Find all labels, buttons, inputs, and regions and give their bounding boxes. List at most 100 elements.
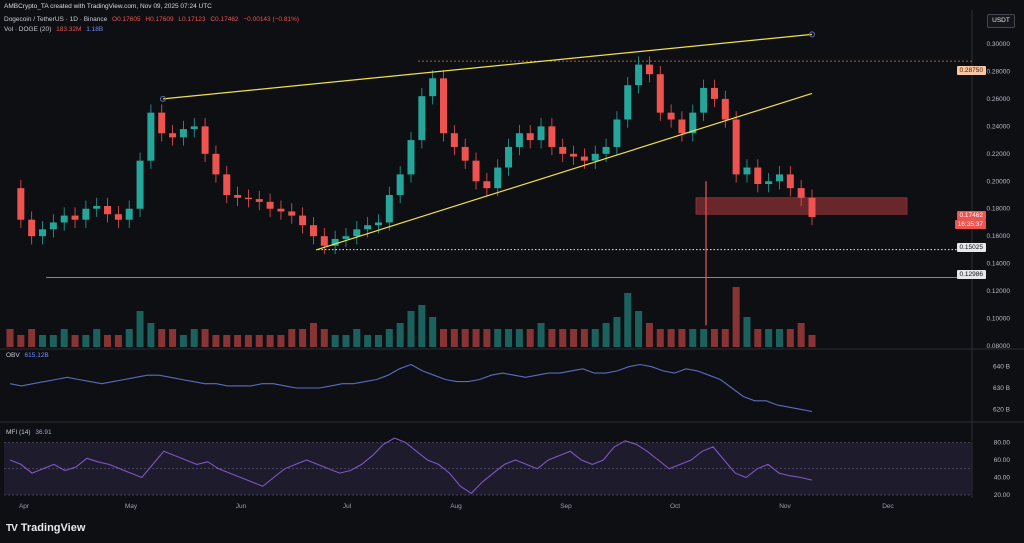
obv-legend: OBV 615.12B — [6, 352, 52, 359]
volume-bar — [461, 329, 469, 347]
candle-body — [483, 181, 491, 189]
candle-body — [114, 214, 122, 220]
last-price-tag: 0.17462 — [956, 211, 986, 220]
ohlc-high: H0.17609 — [145, 16, 174, 23]
volume-bar — [342, 335, 350, 347]
candle-body — [429, 78, 437, 97]
candle-body — [808, 197, 816, 217]
volume-bar — [277, 335, 285, 347]
candle-body — [624, 85, 632, 120]
candle-body — [505, 146, 513, 168]
candle-body — [49, 222, 57, 230]
candle-body — [223, 174, 231, 195]
volume-bar — [418, 305, 426, 347]
volume-ma-value: 1.18B — [86, 26, 104, 33]
volume-bar — [743, 317, 751, 347]
currency-selector[interactable]: USDT — [987, 14, 1015, 28]
candle-body — [353, 229, 361, 237]
volume-bar — [223, 335, 231, 347]
volume-bar — [624, 293, 632, 347]
mfi-value: 36.91 — [35, 429, 52, 436]
month-tick-label: Jun — [236, 503, 247, 510]
candle-body — [494, 167, 502, 189]
candle-body — [169, 133, 177, 138]
volume-bar — [689, 329, 697, 347]
volume-bar — [721, 329, 729, 347]
candle-body — [320, 236, 328, 246]
obv-tick-label: 620 B — [993, 406, 1010, 413]
volume-bar — [39, 335, 47, 347]
mfi-tick-label: 80.00 — [994, 440, 1011, 447]
volume-bar — [440, 329, 448, 347]
month-tick-label: Dec — [882, 503, 894, 510]
candle-body — [255, 199, 263, 202]
price-tick-label: 0.12000 — [987, 288, 1011, 295]
volume-bar — [6, 329, 14, 347]
volume-bar — [754, 329, 762, 347]
candle-body — [570, 153, 578, 157]
month-tick-label: Oct — [670, 503, 680, 510]
volume-bar — [537, 323, 545, 347]
tradingview-logo-icon: TV — [6, 522, 18, 534]
ohlc-close: C0.17462 — [210, 16, 239, 23]
volume-bar — [136, 311, 144, 347]
resistance-price-tag: 0.28750 — [956, 66, 986, 75]
support-price-tag: 0.15025 — [956, 243, 986, 252]
candle-body — [234, 195, 242, 198]
volume-bar — [17, 335, 25, 347]
mfi-tick-label: 40.00 — [994, 475, 1011, 482]
month-tick-label: May — [125, 503, 138, 510]
ohlc-open: O0.17605 — [112, 16, 141, 23]
volume-bar — [786, 329, 794, 347]
candle-body — [136, 160, 144, 209]
candle-body — [667, 112, 675, 120]
volume-bar — [591, 329, 599, 347]
candle-body — [104, 205, 112, 215]
tradingview-brand[interactable]: TV TradingView — [6, 522, 85, 534]
price-tick-label: 0.18000 — [987, 206, 1011, 213]
price-tick-label: 0.28000 — [987, 68, 1011, 75]
price-tick-label: 0.08000 — [987, 343, 1011, 350]
month-tick-label: Nov — [779, 503, 791, 510]
candle-body — [537, 126, 545, 141]
volume-bar — [288, 329, 296, 347]
volume-bar — [71, 335, 79, 347]
candle-body — [93, 205, 101, 209]
candle-body — [418, 96, 426, 141]
volume-bar — [656, 329, 664, 347]
candle-body — [385, 195, 393, 223]
volume-bar — [765, 329, 773, 347]
candle-body — [786, 174, 794, 189]
candle-body — [710, 87, 718, 99]
candle-body — [147, 112, 155, 161]
volume-bar — [429, 317, 437, 347]
obv-label: OBV — [6, 352, 20, 359]
candle-body — [82, 208, 90, 220]
volume-bar — [580, 329, 588, 347]
candle-body — [299, 215, 307, 226]
obv-tick-label: 630 B — [993, 385, 1010, 392]
candle-body — [125, 208, 133, 220]
trendline-lower — [315, 92, 813, 251]
obv-value: 615.12B — [24, 352, 49, 359]
volume-bar — [299, 329, 307, 347]
candle-body — [396, 174, 404, 195]
price-tick-label: 0.26000 — [987, 96, 1011, 103]
volume-bar — [364, 335, 372, 347]
mfi-tick-label: 60.00 — [994, 457, 1011, 464]
candle-body — [309, 225, 317, 237]
volume-bar — [169, 329, 177, 347]
volume-bar — [472, 329, 480, 347]
trendline-anchor — [809, 31, 815, 38]
volume-bar — [60, 329, 68, 347]
volume-bar — [49, 335, 57, 347]
candle-body — [179, 129, 187, 138]
candle-body — [754, 167, 762, 185]
volume-bar — [808, 335, 816, 347]
volume-bar — [255, 335, 263, 347]
candle-body — [602, 146, 610, 154]
volume-legend: Vol · DOGE (20) 183.32M 1.18B — [4, 26, 106, 33]
volume-bar — [82, 335, 90, 347]
candle-body — [678, 119, 686, 134]
